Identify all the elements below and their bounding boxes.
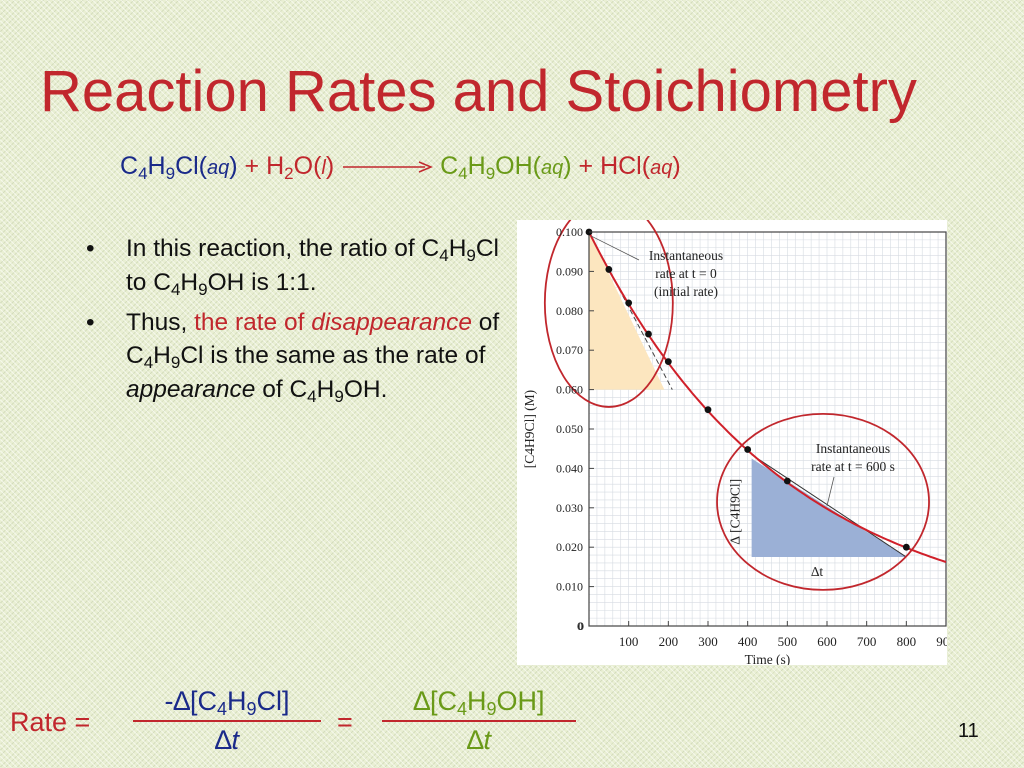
bullet-rate: • Thus, the rate of disappearance of C4H9… [86,306,506,407]
page-number: 11 [958,720,979,742]
t600-rate-highlight-circle [716,412,930,591]
data-point [902,543,910,551]
y-tick-label: 0.030 [556,501,583,515]
y-tick-label: 0.100 [556,225,583,239]
x-tick-label: 200 [659,634,679,649]
fraction-bar-left [133,720,321,722]
annotation-initial-3: (initial rate) [654,284,718,299]
reactant-c4h9cl: C4H9Cl(aq) [120,152,238,183]
data-point [704,406,712,414]
data-point [783,477,791,485]
t600-rate-triangle [751,458,907,558]
equals-sign: = [337,707,353,737]
data-point [645,330,652,338]
right-denominator: ∆t [466,725,492,755]
reaction-equation: C4H9Cl(aq) + H2O(l) C4H9OH(aq) + HCl(aq) [120,152,681,183]
data-point [605,266,613,273]
y-tick-label: 0.050 [556,422,583,436]
slide-title: Reaction Rates and Stoichiometry [40,59,917,124]
product-c4h9oh: C4H9OH(aq) [440,152,572,183]
initial-rate-highlight-circle [543,220,674,408]
annotation-initial-2: rate at t = 0 [655,266,717,281]
right-numerator: ∆[C4H9OH] [413,686,545,719]
annotation-initial-leader [590,235,640,261]
data-point [664,358,672,366]
bullet-dot-icon: • [86,235,95,262]
x-tick-label: 600 [817,634,837,649]
y-tick-label: 0.010 [556,580,583,594]
rate-label: Rate = [10,707,91,737]
y-tick-label: 0.040 [556,461,583,475]
x-axis-label: Time (s) [745,652,791,665]
x-tick-label: 400 [738,634,758,649]
y-tick-label: 0.070 [556,343,583,357]
chart-svg: 0 0.010 0.020 0.030 0.040 0.050 0.060 0.070 0.08… [522,220,947,665]
rate-fraction-left: -∆[C4H9Cl] ∆t [133,686,321,756]
annotation-t600-1: Instantaneous [816,441,890,456]
x-zero-label: 0 [578,619,584,633]
y-tick-label: 0.060 [556,383,583,397]
x-tick-label: 700 [857,634,877,649]
initial-rate-triangle [589,232,665,390]
concentration-chart: 0 0.010 0.020 0.030 0.040 0.050 0.060 0.070 0.08… [517,220,947,665]
plus-sign: + [244,152,260,180]
rate-fraction-right: ∆[C4H9OH] ∆t [382,686,576,756]
x-tick-label: 100 [619,634,639,649]
y-tick-label: 0 [577,619,583,633]
x-tick-label: 900 [936,634,947,649]
t600-tangent-line [751,454,907,558]
x-tick-label: 800 [897,634,917,649]
annotation-t600-2: rate at t = 600 s [811,459,895,474]
left-denominator: ∆t [214,725,240,755]
bullet-list: • In this reaction, the ratio of C4H9Cl t… [86,232,506,413]
y-tick-label: 0.020 [556,540,583,554]
plus-sign-2: + [578,152,594,180]
left-numerator: -∆[C4H9Cl] [164,686,290,719]
annotation-delta-conc: ∆ [C4H9Cl] [728,479,743,545]
product-hcl: HCl(aq) [600,152,681,180]
data-point [744,446,752,453]
y-axis-label: [C4H9Cl] (M) [522,390,537,468]
bullet-ratio: • In this reaction, the ratio of C4H9Cl t… [86,232,506,300]
data-point [625,299,633,307]
reactant-water: H2O(l) [266,152,335,183]
reaction-arrow-icon [341,152,434,181]
annotation-t600-leader [826,476,835,506]
initial-tangent-line [588,231,673,390]
x-tick-label: 500 [778,634,798,649]
y-tick-label: 0.090 [556,264,583,278]
x-tick-label: 300 [698,634,718,649]
annotation-initial-1: Instantaneous [649,248,723,263]
y-tick-label: 0.080 [556,304,583,318]
fraction-bar-right [382,720,576,722]
bullet-dot-icon: • [86,308,95,336]
annotation-delta-t: ∆t [811,564,823,579]
